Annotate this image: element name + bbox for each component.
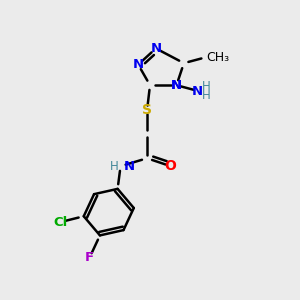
- Text: N: N: [191, 85, 203, 98]
- Text: Cl: Cl: [53, 216, 67, 229]
- Text: F: F: [85, 251, 94, 264]
- Text: H: H: [202, 80, 210, 93]
- Text: H: H: [110, 160, 119, 173]
- Text: CH₃: CH₃: [206, 51, 229, 64]
- Text: N: N: [171, 79, 182, 92]
- Text: H: H: [202, 89, 210, 102]
- Text: S: S: [142, 103, 152, 117]
- Text: O: O: [165, 159, 176, 173]
- Text: N: N: [124, 160, 135, 173]
- Text: N: N: [150, 42, 161, 55]
- Text: N: N: [133, 58, 144, 71]
- Text: N: N: [171, 79, 182, 92]
